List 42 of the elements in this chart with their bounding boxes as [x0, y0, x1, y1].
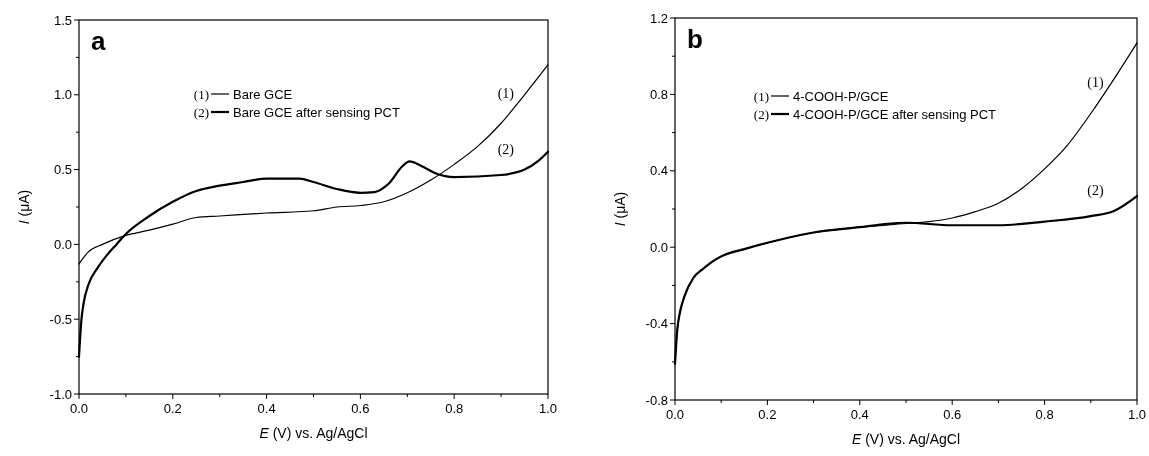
- chart-title: a: [91, 26, 106, 56]
- chart-title: b: [687, 24, 703, 54]
- x-tick-label: 0.6: [351, 401, 370, 416]
- text: (2): [193, 105, 209, 120]
- x-tick-label: 0.0: [69, 401, 89, 416]
- text: (1): [753, 89, 769, 104]
- legend-label: Bare GCE after sensing PCT: [233, 105, 400, 120]
- x-axis-title: E (V) vs. Ag/AgCl: [851, 431, 961, 447]
- text: (1): [193, 87, 209, 102]
- y-axis-title: I (μA): [612, 191, 628, 227]
- x-tick-label: 0.4: [257, 401, 276, 416]
- y-tick-label: 1.5: [53, 12, 72, 28]
- annotation: (1): [497, 85, 515, 102]
- annotation: (1): [1087, 74, 1104, 91]
- x-tick-label: 0.8: [445, 401, 464, 416]
- legend-label: Bare GCE: [233, 87, 293, 102]
- y-tick-label: 0.8: [649, 86, 668, 102]
- y-tick-label: 0.5: [53, 162, 72, 178]
- annotation: (2): [497, 141, 515, 158]
- legend-label: 4-COOH-P/GCE: [793, 89, 889, 104]
- y-tick-label: -0.5: [49, 311, 72, 327]
- y-tick-label: 0.0: [53, 236, 72, 252]
- text: (2): [753, 107, 769, 122]
- x-tick-label: 0.2: [758, 407, 777, 422]
- x-tick-label: 0.4: [850, 407, 869, 422]
- y-tick-label: -0.4: [645, 316, 668, 332]
- x-axis-title: E (V) vs. Ag/AgCl: [259, 425, 368, 441]
- x-tick-label: 0.6: [943, 407, 962, 422]
- y-tick-label: 0.4: [649, 163, 668, 179]
- x-tick-label: 0.2: [163, 401, 182, 416]
- y-tick-label: 0.0: [649, 239, 668, 255]
- y-tick-label: 1.2: [649, 10, 668, 26]
- y-tick-label: -0.8: [645, 392, 668, 408]
- y-tick-label: 1.0: [53, 87, 72, 103]
- legend-label: 4-COOH-P/GCE after sensing PCT: [793, 107, 997, 122]
- y-axis-title: I (μA): [16, 189, 32, 225]
- x-tick-label: 1.0: [1127, 407, 1147, 422]
- x-tick-label: 1.0: [538, 401, 558, 416]
- annotation: (2): [1087, 183, 1104, 200]
- y-tick-label: -1.0: [49, 386, 72, 402]
- x-tick-label: 0.0: [665, 407, 685, 422]
- x-tick-label: 0.8: [1035, 407, 1054, 422]
